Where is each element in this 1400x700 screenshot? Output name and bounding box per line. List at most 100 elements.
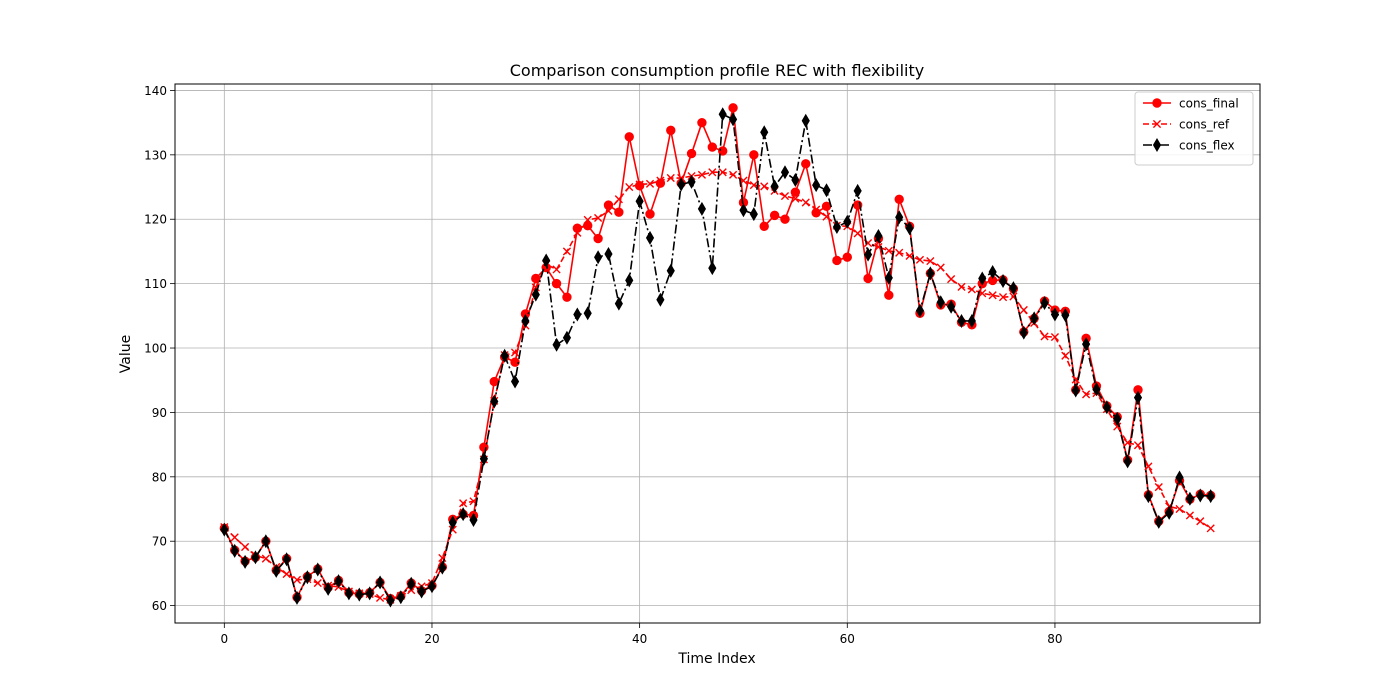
data-point [978,289,987,298]
data-point [1185,491,1194,506]
data-point [759,221,769,232]
data-point [635,180,644,189]
data-point [459,499,468,508]
data-point [967,285,976,294]
data-point [978,271,987,286]
data-point [375,593,385,602]
data-point [895,210,904,225]
data-point [853,229,862,238]
data-point [926,256,935,266]
data-point [936,295,945,310]
data-point [895,248,904,257]
x-tick-label: 80 [1047,632,1062,646]
data-point [926,266,935,281]
data-point [760,125,769,140]
data-point [1061,308,1070,323]
data-point [490,394,499,409]
data-point [594,213,603,223]
data-point [1123,438,1132,447]
data-point [812,178,821,193]
data-point [303,570,312,585]
data-point [510,348,520,357]
data-point [365,586,374,601]
data-point [967,313,976,328]
data-point [1175,504,1184,514]
data-point [489,376,499,387]
legend-marker [1152,138,1162,152]
data-point [334,574,343,589]
data-point [666,263,675,278]
data-point [603,200,614,210]
data-point [822,183,831,198]
data-point [645,179,655,188]
legend-marker [1152,98,1162,108]
data-point [1175,470,1184,485]
data-point [812,205,821,214]
data-point [1071,383,1080,398]
data-point [292,590,302,605]
data-point [769,210,780,221]
data-point [593,233,603,244]
x-tick-label: 60 [840,632,855,646]
plot-series [219,103,1216,608]
axis-ticks: 0 20 40 60 80 60 70 80 90 100 110 120 130 140 [144,84,1062,646]
data-point [697,201,707,216]
data-point [1154,514,1163,529]
data-point [324,581,333,596]
data-point [220,522,229,537]
data-point [645,230,655,245]
data-point [708,168,717,177]
x-axis-label: Time Index [677,651,755,667]
data-point [801,113,810,128]
data-point [957,313,966,328]
data-point [375,575,385,590]
data-point [894,194,904,204]
data-point [614,296,623,311]
legend-item-cons_flex: cons_flex [1143,138,1235,153]
y-tick-label: 140 [144,84,167,98]
y-tick-label: 100 [144,342,167,356]
data-point [261,554,270,563]
plot-frame [174,83,1261,624]
x-tick-label: 40 [632,632,647,646]
data-point [656,292,665,307]
data-point [842,252,852,262]
data-point [1030,311,1039,326]
data-point [625,182,634,192]
data-point [510,357,520,367]
data-point [251,550,260,565]
data-point [905,251,914,261]
data-point [531,287,540,302]
data-point [697,170,707,179]
data-point [1050,332,1060,342]
data-point [542,253,551,268]
data-point [1144,462,1153,471]
data-point [604,247,613,261]
data-point [1102,400,1111,415]
data-point [822,212,831,221]
data-point [562,247,572,256]
data-point [915,303,925,318]
data-point [801,198,810,207]
data-point [459,507,468,522]
data-point [1154,483,1163,492]
data-point [708,261,717,276]
x-tick-label: 20 [424,632,439,646]
legend-label: cons_ref [1179,118,1230,132]
data-point [510,374,520,389]
data-point [417,584,426,599]
data-point [947,275,956,284]
data-point [1019,305,1028,315]
data-point [749,181,758,190]
data-point [1133,390,1143,405]
data-point [573,307,582,322]
data-point [697,117,707,128]
series-cons_flex [220,107,1215,608]
data-point [313,578,322,588]
data-point [1133,441,1143,450]
data-point [583,215,592,224]
data-point [998,274,1008,289]
data-point [240,542,250,552]
grid-lines [175,84,1260,623]
